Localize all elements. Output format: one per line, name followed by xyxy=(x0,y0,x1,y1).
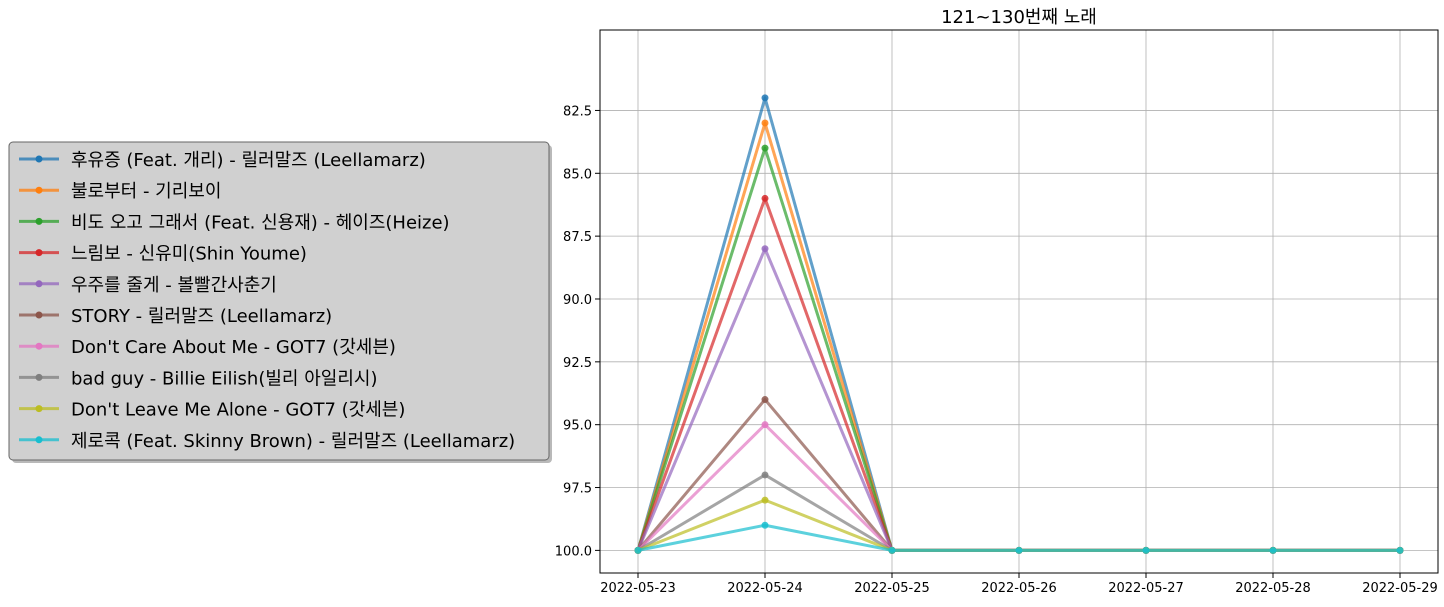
y-tick-label: 90.0 xyxy=(563,293,592,308)
y-tick-label: 85.0 xyxy=(563,167,592,182)
legend-swatch-marker xyxy=(35,311,43,319)
legend-label: STORY - 릴러말즈 (Leellamarz) xyxy=(71,306,332,327)
legend-swatch-marker xyxy=(35,155,43,163)
data-point xyxy=(761,94,769,102)
data-point xyxy=(761,194,769,202)
legend-label: Don't Leave Me Alone - GOT7 (갓세븐) xyxy=(71,400,405,421)
legend-label: 제로콕 (Feat. Skinny Brown) - 릴러말즈 (Leellam… xyxy=(71,431,515,452)
data-point xyxy=(761,119,769,127)
legend-item: 불로부터 - 기리보이 xyxy=(19,181,221,202)
grid-layer xyxy=(600,30,1438,573)
y-tick-label: 97.5 xyxy=(563,482,592,497)
data-point xyxy=(1015,546,1023,554)
y-tick-label: 82.5 xyxy=(563,104,592,119)
legend-label: bad guy - Billie Eilish(빌리 아일리시) xyxy=(71,368,377,389)
data-point xyxy=(1142,546,1150,554)
legend-label: Don't Care About Me - GOT7 (갓세븐) xyxy=(71,337,396,358)
data-point xyxy=(761,421,769,429)
legend-label: 불로부터 - 기리보이 xyxy=(71,181,221,202)
y-tick-label: 100.0 xyxy=(555,544,592,559)
x-tick-label: 2022-05-23 xyxy=(600,581,676,596)
legend: 후유증 (Feat. 개리) - 릴러말즈 (Leellamarz) 불로부터 -… xyxy=(8,141,552,463)
legend-item: 우주를 줄게 - 볼빨간사춘기 xyxy=(19,275,277,296)
legend-item: 후유증 (Feat. 개리) - 릴러말즈 (Leellamarz) xyxy=(19,150,426,171)
data-point xyxy=(761,396,769,404)
legend-item: 느림보 - 신유미(Shin Youme) xyxy=(19,244,307,265)
legend-label: 느림보 - 신유미(Shin Youme) xyxy=(71,244,307,265)
series-10 xyxy=(634,521,1404,554)
legend-label: 후유증 (Feat. 개리) - 릴러말즈 (Leellamarz) xyxy=(71,150,426,171)
legend-label: 우주를 줄게 - 볼빨간사춘기 xyxy=(71,275,277,296)
data-point xyxy=(761,245,769,253)
chart-title: 121~130번째 노래 xyxy=(941,7,1097,28)
legend-item: Don't Leave Me Alone - GOT7 (갓세븐) xyxy=(19,400,405,421)
series-layer xyxy=(634,94,1404,554)
x-tick-label: 2022-05-28 xyxy=(1235,581,1311,596)
legend-label: 비도 오고 그래서 (Feat. 신용재) - 헤이즈(Heize) xyxy=(71,212,450,233)
legend-swatch-marker xyxy=(35,405,43,413)
data-point xyxy=(761,521,769,529)
plot-frame xyxy=(599,29,1439,574)
data-point xyxy=(1269,546,1277,554)
x-tick-label: 2022-05-24 xyxy=(727,581,803,596)
x-tick-label: 2022-05-27 xyxy=(1108,581,1184,596)
legend-item: bad guy - Billie Eilish(빌리 아일리시) xyxy=(19,368,377,389)
legend-swatch-marker xyxy=(35,436,43,444)
data-point xyxy=(761,471,769,479)
legend-swatch-marker xyxy=(35,249,43,257)
legend-item: 비도 오고 그래서 (Feat. 신용재) - 헤이즈(Heize) xyxy=(19,212,450,233)
y-tick-label: 95.0 xyxy=(563,419,592,434)
legend-swatch-marker xyxy=(35,217,43,225)
legend-swatch-marker xyxy=(35,186,43,194)
legend-swatch-marker xyxy=(35,280,43,288)
data-point xyxy=(761,144,769,152)
x-tick-label: 2022-05-25 xyxy=(854,581,930,596)
x-tick-label: 2022-05-29 xyxy=(1362,581,1438,596)
data-point xyxy=(888,546,896,554)
legend-item: Don't Care About Me - GOT7 (갓세븐) xyxy=(19,337,396,358)
legend-item: 제로콕 (Feat. Skinny Brown) - 릴러말즈 (Leellam… xyxy=(19,431,515,452)
legend-swatch-marker xyxy=(35,373,43,381)
data-point xyxy=(1396,546,1404,554)
x-tick-label: 2022-05-26 xyxy=(981,581,1057,596)
data-point xyxy=(634,546,642,554)
data-point xyxy=(761,496,769,504)
axes-layer: 2022-05-23 2022-05-24 2022-05-25 2022-05-26… xyxy=(555,29,1439,596)
legend-box xyxy=(8,141,550,461)
y-tick-label: 87.5 xyxy=(563,230,592,245)
y-tick-label: 92.5 xyxy=(563,356,592,371)
legend-item: STORY - 릴러말즈 (Leellamarz) xyxy=(19,306,332,327)
legend-swatch-marker xyxy=(35,342,43,350)
